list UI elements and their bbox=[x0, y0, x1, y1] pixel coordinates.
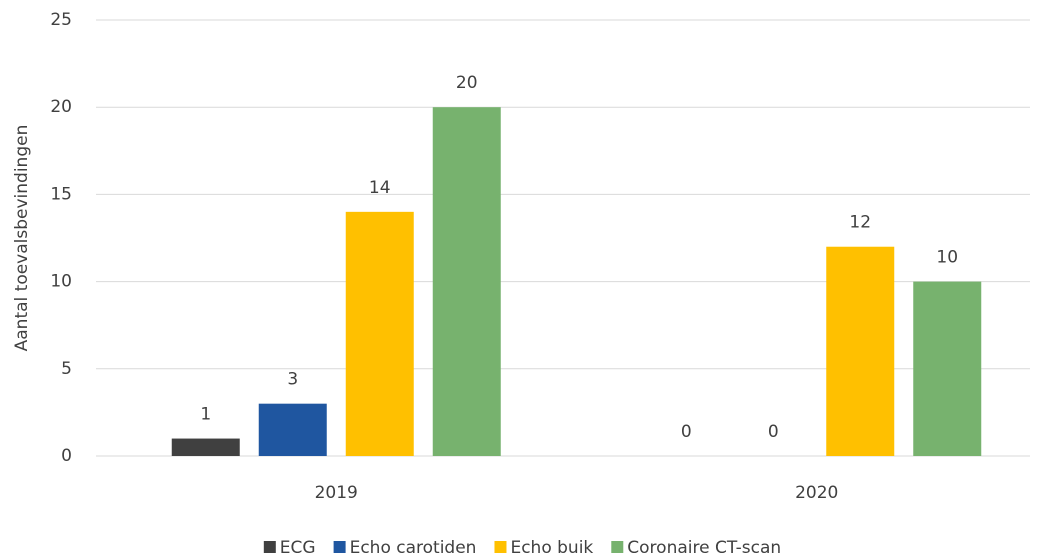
data-label: 0 bbox=[768, 422, 779, 442]
data-label: 20 bbox=[456, 73, 478, 93]
bar bbox=[913, 281, 982, 456]
data-label: 14 bbox=[369, 178, 391, 198]
y-tick-label: 15 bbox=[50, 184, 72, 204]
legend: ECG Echo carotiden Echo buik Coronaire CT-s… bbox=[263, 538, 781, 557]
legend-swatch bbox=[494, 541, 507, 553]
data-label: 10 bbox=[936, 248, 958, 268]
legend-label: Echo carotiden bbox=[350, 538, 477, 557]
legend-swatch bbox=[263, 541, 276, 553]
data-label: 1 bbox=[200, 405, 211, 425]
y-tick-label: 25 bbox=[50, 10, 72, 30]
legend-swatch bbox=[611, 541, 624, 553]
bar bbox=[432, 107, 501, 456]
legend-label: Coronaire CT-scan bbox=[627, 538, 781, 557]
y-tick-label: 5 bbox=[61, 359, 72, 379]
legend-label: Echo buik bbox=[510, 538, 593, 557]
bar bbox=[258, 403, 327, 456]
legend-swatch bbox=[333, 541, 346, 553]
legend-label: ECG bbox=[280, 538, 316, 557]
x-tick-label: 2019 bbox=[315, 483, 358, 503]
bar bbox=[826, 246, 895, 456]
y-axis-label: Aantal toevalsbevindingen bbox=[12, 125, 32, 352]
bar bbox=[171, 438, 240, 456]
data-label: 0 bbox=[681, 422, 692, 442]
data-label: 12 bbox=[849, 213, 871, 233]
x-tick-label: 2020 bbox=[795, 483, 838, 503]
y-tick-label: 20 bbox=[50, 97, 72, 117]
bar bbox=[345, 211, 414, 456]
y-tick-label: 10 bbox=[50, 272, 72, 292]
data-label: 3 bbox=[287, 370, 298, 390]
y-tick-label: 0 bbox=[61, 446, 72, 466]
